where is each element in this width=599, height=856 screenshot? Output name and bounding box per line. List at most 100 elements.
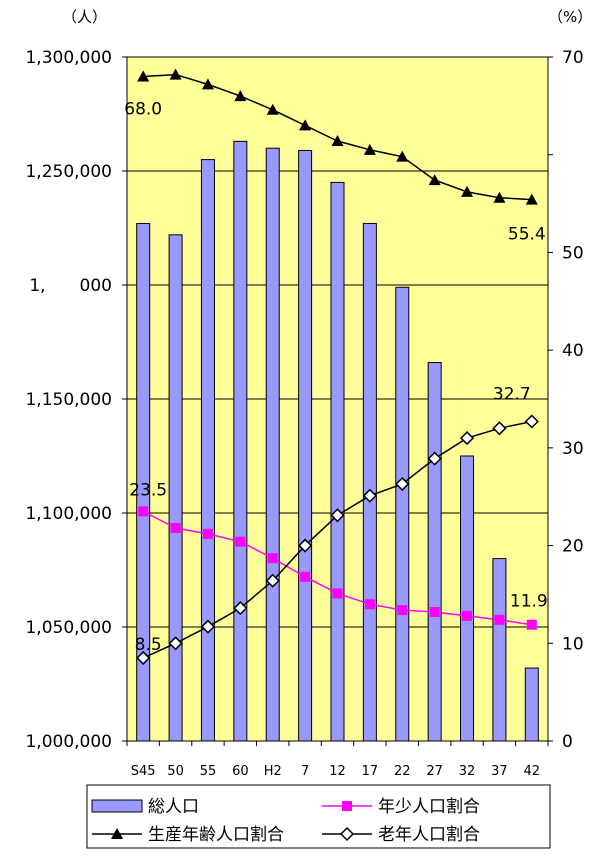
x-tick-label: 55 xyxy=(200,764,217,779)
right-tick-label: 50 xyxy=(562,243,584,263)
marker-square xyxy=(429,607,440,618)
marker-diamond xyxy=(265,573,280,588)
marker-triangle xyxy=(169,68,182,80)
left-axis-ticks: 1,000,000 1,050,000 1,100,000 1,150,000 1, 0… xyxy=(25,48,127,752)
marker-square xyxy=(332,588,343,599)
marker-diamond xyxy=(339,826,355,842)
bar xyxy=(492,558,507,742)
left-tick-label: 1,250,000 xyxy=(25,162,112,182)
marker-square xyxy=(300,571,311,582)
marker-square xyxy=(462,610,473,621)
right-tick-label: 20 xyxy=(562,537,584,557)
marker-square xyxy=(202,528,213,539)
marker-diamond xyxy=(524,414,539,429)
x-tick-label: S45 xyxy=(131,764,156,779)
marker-diamond xyxy=(298,538,313,553)
data-label: 8.5 xyxy=(135,635,162,655)
marker-square xyxy=(235,536,246,547)
marker-square xyxy=(526,619,537,630)
x-tick-label: 37 xyxy=(491,764,508,779)
x-tick-label: 17 xyxy=(362,764,379,779)
bar xyxy=(265,147,280,742)
marker-triangle xyxy=(363,143,376,155)
x-tick-label: 32 xyxy=(459,764,476,779)
x-tick-label: 27 xyxy=(426,764,443,779)
marker-square xyxy=(397,605,408,616)
x-tick-label: 7 xyxy=(301,764,309,779)
marker-diamond xyxy=(459,431,475,446)
marker-square xyxy=(494,614,505,625)
left-tick-label: 1,100,000 xyxy=(25,504,112,524)
marker-square xyxy=(267,553,278,564)
data-label: 68.0 xyxy=(124,100,162,120)
bar xyxy=(298,149,313,742)
marker-square xyxy=(342,801,352,811)
bar xyxy=(460,455,475,742)
marker-diamond xyxy=(427,451,442,466)
marker-triangle xyxy=(461,185,474,197)
right-axis-ticks: 0 10 20 30 40 50 70 xyxy=(548,48,584,752)
x-tick-label: 42 xyxy=(524,764,541,779)
data-label: 32.7 xyxy=(493,384,531,404)
marker-diamond xyxy=(492,421,507,436)
bar xyxy=(362,222,377,742)
data-label: 55.4 xyxy=(508,225,546,245)
legend-swatch-bar xyxy=(91,799,143,813)
marker-triangle xyxy=(234,90,247,102)
marker-triangle xyxy=(428,174,441,186)
marker-diamond xyxy=(168,636,183,651)
data-label: 11.9 xyxy=(510,592,548,612)
bar xyxy=(395,286,410,742)
marker-triangle xyxy=(396,150,409,162)
marker-square xyxy=(138,506,149,517)
legend-label: 年少人口割合 xyxy=(378,797,480,817)
marker-triangle xyxy=(266,103,279,115)
right-tick-label: 10 xyxy=(562,634,584,654)
left-tick-label: 1,150,000 xyxy=(25,390,112,410)
bar xyxy=(330,181,345,742)
x-tick-label: 12 xyxy=(329,764,346,779)
marker-diamond xyxy=(233,601,248,616)
x-tick-label: 22 xyxy=(394,764,411,779)
marker-triangle xyxy=(137,70,150,82)
bar xyxy=(427,362,442,742)
marker-triangle xyxy=(111,828,123,839)
marker-triangle xyxy=(331,135,344,147)
left-tick-label: 1,300,000 xyxy=(25,48,112,68)
bar-series xyxy=(136,140,539,742)
marker-triangle xyxy=(493,191,506,203)
x-tick-label: H2 xyxy=(264,764,282,779)
x-tick-label: 50 xyxy=(167,764,184,779)
data-labels: 68.0 55.4 23.5 11.9 8.5 32.7 xyxy=(124,100,547,655)
right-tick-label: 40 xyxy=(562,341,584,361)
bar xyxy=(233,140,248,742)
legend-label: 生産年齢人口割合 xyxy=(148,825,284,845)
marker-diamond xyxy=(362,488,377,503)
line-series xyxy=(136,68,539,666)
marker-diamond xyxy=(330,508,345,523)
bar xyxy=(524,667,539,742)
legend-label: 総人口 xyxy=(148,797,199,817)
x-tick-label: 60 xyxy=(232,764,249,779)
right-tick-label: 0 xyxy=(562,732,573,752)
left-axis-unit: （人） xyxy=(62,8,107,26)
left-tick-label: 1,000,000 xyxy=(25,732,112,752)
marker-triangle xyxy=(299,119,312,131)
data-label: 23.5 xyxy=(129,480,167,500)
marker-diamond xyxy=(395,476,410,492)
bar xyxy=(168,234,183,742)
x-axis-ticks: S45 50 55 60 H2 7 12 17 22 27 32 37 42 xyxy=(126,741,549,779)
marker-triangle xyxy=(201,78,214,90)
marker-diamond xyxy=(200,619,216,634)
right-axis-unit: （%） xyxy=(548,8,592,26)
left-tick-label: 1, 000 xyxy=(29,276,112,296)
right-tick-label: 70 xyxy=(562,48,584,68)
marker-square xyxy=(170,522,181,533)
bar xyxy=(200,159,215,742)
marker-triangle xyxy=(525,193,538,205)
left-tick-label: 1,050,000 xyxy=(25,618,112,638)
marker-square xyxy=(364,599,375,610)
marker-diamond xyxy=(136,650,151,666)
